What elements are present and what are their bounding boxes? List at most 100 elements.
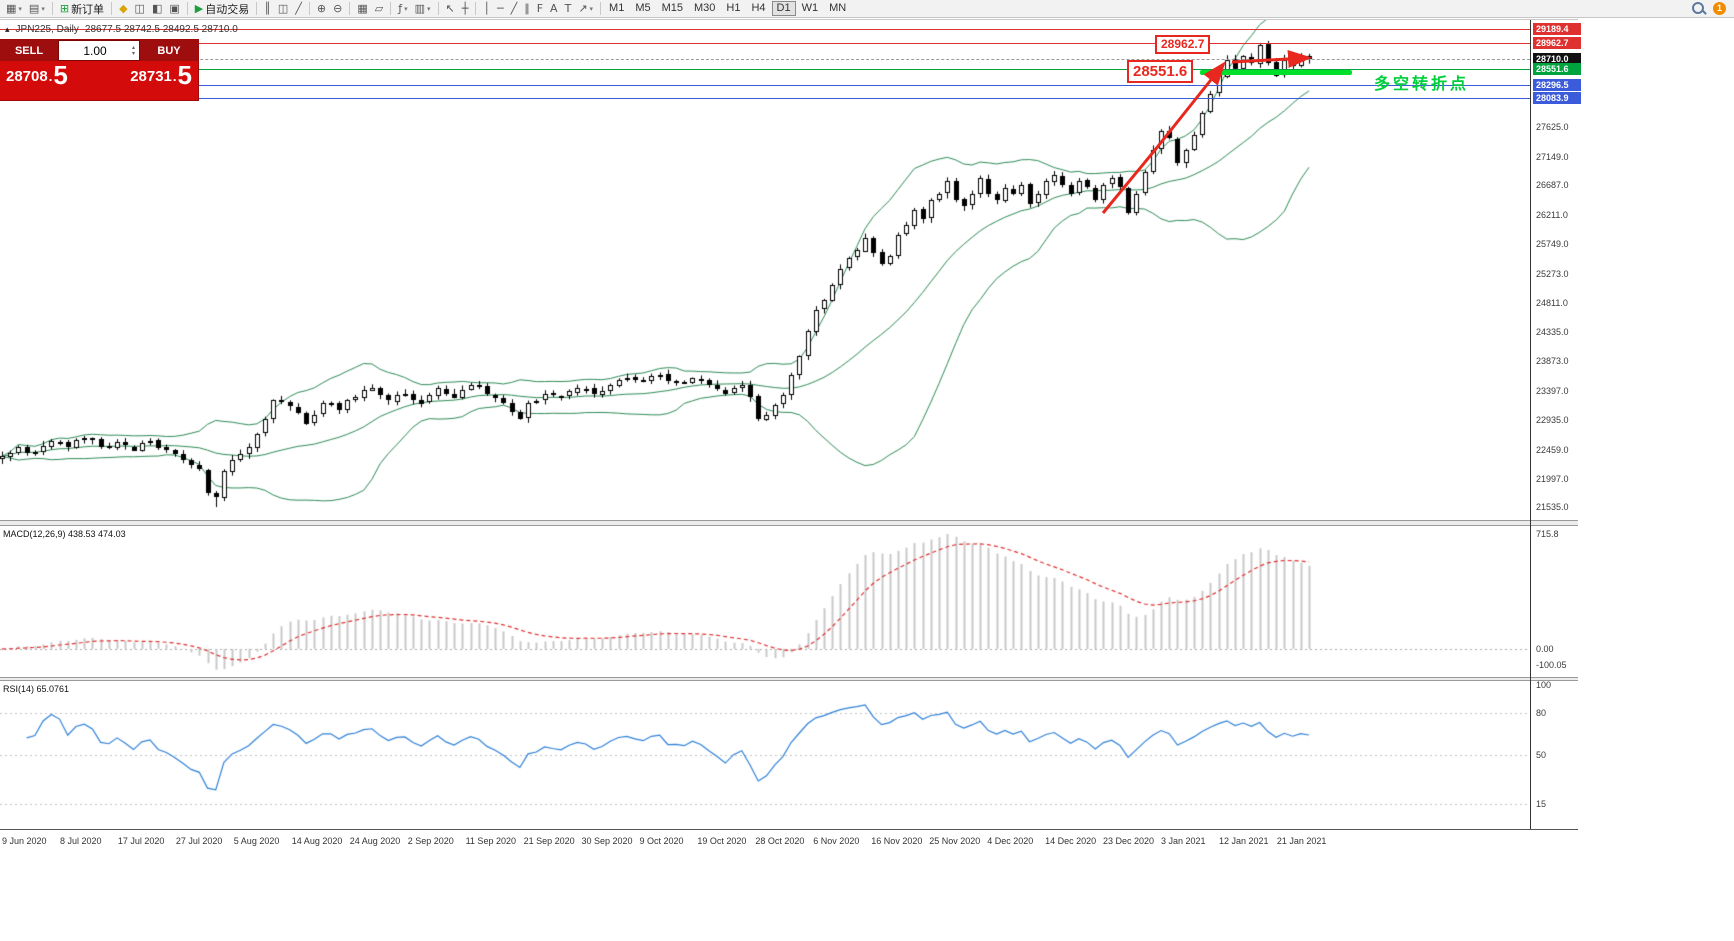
timeframe-w1-button[interactable]: W1 [797, 1, 824, 16]
toolbar-separator [437, 2, 439, 15]
timeframe-h4-button[interactable]: H4 [746, 1, 770, 16]
toolbar: ▦ ▾ ▤ ▾ ⊞ 新订单 ◆ ◫ ◧ ▣ ▶ 自动交易 ║ ◫ ╱ ⊕ ⊖ ▦ ▱ ƒ ▾ ▥ ▾ ↖ ┼ │ ─ ╱ ∥ F A T ↗ ▾ … [0, 0, 1734, 18]
sell-button[interactable]: SELL [0, 40, 58, 61]
volume-down-icon[interactable]: ▾ [131, 50, 135, 57]
buy-button[interactable]: BUY [140, 40, 198, 61]
price-axis-label: 24335.0 [1536, 327, 1569, 338]
new-order-button[interactable]: ⊞ 新订单 [57, 1, 107, 17]
price-tag: 28296.5 [1533, 78, 1581, 91]
search-handle [1701, 9, 1707, 15]
navigator-button[interactable]: ◧ [149, 1, 165, 17]
sell-price: 28708. 5 [6, 62, 68, 88]
timeframe-m30-button[interactable]: M30 [689, 1, 720, 16]
volume-up-icon[interactable]: ▴ [131, 44, 135, 51]
price-axis[interactable]: 29189.4 28962.7 28710.0 28551.6 28296.5 28083… [1532, 0, 1602, 941]
text-label-button[interactable]: T [562, 1, 575, 17]
notifications-badge[interactable]: 1 [1713, 2, 1726, 15]
chart-top-border [0, 19, 1578, 20]
price-axis-label: 27625.0 [1536, 121, 1569, 132]
volume-stepper[interactable]: ▴ ▾ [129, 41, 138, 60]
alerts-button[interactable]: ◆ [116, 1, 130, 17]
toolbar-separator [308, 2, 310, 15]
chart-title: ▴ JPN225, Daily 28677.5 28742.5 28492.5 … [5, 24, 238, 35]
macd-axis-label: 0.00 [1536, 643, 1554, 654]
buy-price-frac: 5 [177, 60, 192, 90]
date-label: 14 Aug 2020 [291, 836, 343, 846]
timeframe-d1-button[interactable]: D1 [771, 1, 796, 16]
price-level-line[interactable] [0, 84, 1530, 86]
macd-canvas [0, 526, 1530, 677]
zoom-out-button[interactable]: ⊖ [330, 1, 345, 17]
panel-splitter[interactable] [0, 520, 1578, 526]
timeframe-m15-button[interactable]: M15 [657, 1, 688, 16]
cascade-windows-button[interactable]: ▱ [372, 1, 386, 17]
profiles-button[interactable]: ▤ ▾ [26, 1, 48, 17]
macd-panel[interactable]: MACD(12,26,9) 438.53 474.03 [0, 526, 1530, 677]
toolbar-separator [186, 2, 188, 15]
date-label: 8 Jul 2020 [60, 836, 102, 846]
rsi-panel[interactable]: RSI(14) 65.0761 [0, 681, 1530, 829]
new-order-icon: ⊞ [59, 1, 70, 15]
volume-input[interactable] [59, 41, 139, 60]
cursor-button[interactable]: ↖ [443, 1, 458, 17]
sell-price-dot: . [48, 69, 53, 84]
support-highlight-line[interactable] [1200, 69, 1352, 75]
toolbar-items: ▦ ▾ ▤ ▾ ⊞ 新订单 ◆ ◫ ◧ ▣ ▶ 自动交易 ║ ◫ ╱ ⊕ ⊖ ▦ ▱ ƒ ▾ ▥ ▾ ↖ ┼ │ ─ ╱ ∥ F A T ↗ ▾ [3, 1, 604, 17]
price-level-line[interactable] [0, 43, 1530, 45]
price-tag: 28962.7 [1533, 37, 1581, 50]
market-watch-icon: ◫ [134, 1, 145, 15]
indicators-button[interactable]: ƒ ▾ [395, 1, 410, 17]
market-watch-button[interactable]: ◫ [132, 1, 148, 17]
support-price-label[interactable]: 28551.6 [1127, 60, 1194, 83]
arrows-button[interactable]: ↗ ▾ [575, 1, 596, 17]
new-chart-button[interactable]: ▦ ▾ [3, 1, 25, 17]
equidistant-channel-button[interactable]: ∥ [521, 1, 533, 17]
timeframe-h1-button[interactable]: H1 [721, 1, 745, 16]
one-click-collapse-icon[interactable]: ▴ [5, 24, 10, 34]
date-label: 25 Nov 2020 [929, 836, 981, 846]
line-chart-button[interactable]: ╱ [292, 1, 305, 17]
timeframe-mn-button[interactable]: MN [824, 1, 851, 16]
date-label: 4 Dec 2020 [987, 836, 1034, 846]
terminal-button[interactable]: ▣ [166, 1, 182, 17]
profiles-icon: ▤ [28, 1, 40, 15]
search-icon[interactable] [1691, 1, 1707, 16]
rsi-label: RSI(14) 65.0761 [3, 684, 70, 694]
horizontal-line-button[interactable]: ─ [494, 1, 507, 17]
panel-splitter[interactable] [0, 677, 1578, 681]
price-level-line[interactable] [0, 29, 1530, 30]
price-level-line[interactable] [0, 68, 1530, 70]
equidistant-channel-icon: ∥ [524, 1, 530, 15]
candlestick-chart-button[interactable]: ◫ [275, 1, 291, 17]
crosshair-button[interactable]: ┼ [459, 1, 472, 17]
bar-chart-button[interactable]: ║ [261, 1, 274, 17]
date-label: 21 Jan 2021 [1276, 836, 1327, 846]
time-axis[interactable]: 9 Jun 2020 8 Jul 2020 17 Jul 2020 27 Jul 20… [0, 829, 1578, 852]
zoom-in-button[interactable]: ⊕ [314, 1, 329, 17]
current-price-line[interactable] [0, 58, 1530, 60]
toolbar-right: 1 [1691, 1, 1726, 16]
date-label: 2 Sep 2020 [407, 836, 454, 846]
buy-price-main: 28731 [130, 68, 172, 85]
bar-chart-icon: ║ [264, 1, 271, 15]
fibonacci-button[interactable]: F [534, 1, 546, 17]
tile-windows-button[interactable]: ▦ [354, 1, 370, 17]
main-chart-panel[interactable]: 28962.7 28551.6 多空转折点 ▴ JPN225, Daily 28… [0, 20, 1530, 520]
toolbar-separator [111, 2, 113, 15]
timeframe-m1-button[interactable]: M1 [604, 1, 629, 16]
timeframe-m5-button[interactable]: M5 [630, 1, 655, 16]
price-axis-label: 23873.0 [1536, 356, 1569, 367]
price-level-line[interactable] [0, 98, 1530, 100]
vertical-line-button[interactable]: │ [480, 1, 493, 17]
price-axis-label: 21997.0 [1536, 473, 1569, 484]
templates-button[interactable]: ▥ ▾ [412, 1, 434, 17]
auto-trading-button[interactable]: ▶ 自动交易 [192, 1, 252, 17]
text-button[interactable]: A [547, 1, 561, 17]
price-axis-label: 26687.0 [1536, 180, 1569, 191]
one-click-trading-panel: SELL ▴▾ BUY 28708.5 28731. 5 [0, 40, 198, 100]
resistance-price-label[interactable]: 28962.7 [1155, 35, 1211, 54]
trendline-button[interactable]: ╱ [508, 1, 521, 17]
date-label: 14 Dec 2020 [1045, 836, 1097, 846]
price-axis-label: 25749.0 [1536, 239, 1569, 249]
cascade-windows-icon: ▱ [374, 1, 384, 15]
